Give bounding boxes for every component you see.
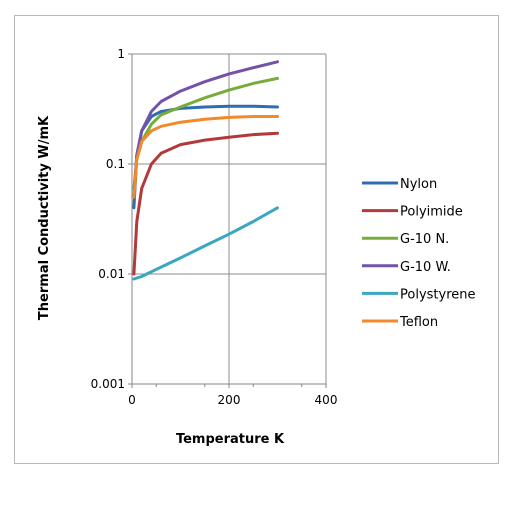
x-tick-label: 200 — [218, 393, 241, 407]
series-line-polyimide — [132, 131, 279, 276]
legend: Nylon Polyimide G-10 N. G-10 W. Polystyrene T… — [362, 177, 476, 330]
chart-frame — [14, 15, 499, 464]
x-tick-label: 0 — [128, 393, 136, 407]
x-tick-label: 400 — [315, 393, 338, 407]
y-tick-label: 0.01 — [98, 267, 125, 281]
x-axis-title: Temperature K — [176, 432, 285, 447]
series-line-polystyrene — [132, 206, 279, 281]
y-tick-label: 1 — [117, 47, 125, 61]
legend-label-polystyrene: Polystyrene — [400, 287, 476, 302]
ticks: 0.001 0.01 0.1 1 0 200 400 — [91, 47, 338, 407]
grid — [132, 53, 327, 384]
legend-label-teflon: Teflon — [399, 315, 438, 330]
y-tick-label: 0.1 — [106, 157, 125, 171]
legend-label-g-10-n: G-10 N. — [400, 232, 449, 247]
y-tick-label: 0.001 — [91, 377, 125, 391]
y-axis-title: Thermal Conductivity W/mK — [37, 115, 52, 320]
legend-label-nylon: Nylon — [400, 177, 437, 192]
series-line-g-10-w — [132, 60, 279, 199]
legend-label-polyimide: Polyimide — [400, 205, 463, 220]
series-layer — [132, 60, 279, 281]
series-line-teflon — [132, 115, 279, 199]
legend-label-g-10-w: G-10 W. — [400, 260, 451, 275]
